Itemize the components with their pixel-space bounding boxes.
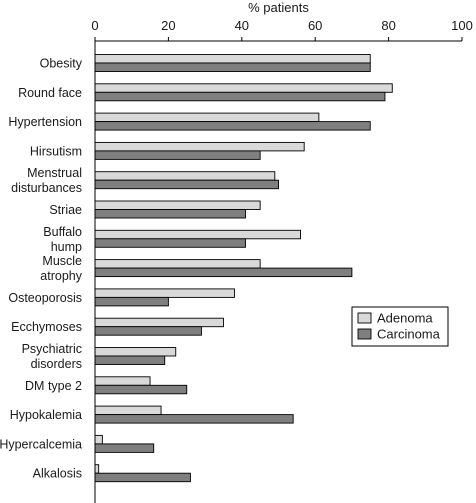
carcinoma-bar	[94, 62, 371, 72]
category-label: Hypertension	[8, 115, 82, 129]
carcinoma-bar	[94, 209, 246, 219]
adenoma-bar	[94, 229, 301, 240]
adenoma-bar	[94, 200, 261, 210]
carcinoma-bar	[94, 326, 202, 336]
category-label: Ecchymoses	[11, 320, 82, 334]
x-tick-label: 0	[91, 18, 98, 33]
adenoma-bar	[94, 464, 100, 474]
legend-box	[351, 306, 449, 347]
legend-label: Carcinoma	[377, 327, 441, 342]
adenoma-bar	[94, 376, 151, 386]
category-label: Buffalo	[43, 225, 82, 239]
category-label: Psychiatric	[22, 342, 82, 356]
category-label: disorders	[31, 357, 82, 371]
adenoma-bar	[94, 54, 371, 64]
adenoma-bar	[94, 141, 305, 152]
category-label: Alkalosis	[33, 467, 82, 481]
category-label: Osteoporosis	[8, 291, 82, 305]
x-tick-label: 80	[381, 18, 395, 33]
adenoma-bar	[94, 171, 276, 181]
x-tick-label: 60	[308, 18, 322, 33]
carcinoma-bar	[94, 121, 371, 131]
category-label: Hirsutism	[30, 144, 82, 158]
adenoma-bar	[94, 288, 235, 298]
adenoma-bar	[94, 259, 261, 269]
category-label: Menstrual	[27, 166, 82, 180]
legend-swatch	[357, 312, 372, 324]
category-label: Obesity	[40, 57, 83, 71]
carcinoma-bar	[94, 150, 261, 160]
category-label: Striae	[49, 203, 82, 217]
x-tick-label: 100	[451, 18, 473, 33]
carcinoma-bar	[94, 472, 191, 483]
carcinoma-bar	[94, 443, 155, 453]
carcinoma-bar	[94, 91, 386, 102]
category-label: Round face	[18, 86, 82, 100]
legend-label: Adenoma	[377, 311, 433, 326]
carcinoma-bar	[94, 267, 353, 278]
adenoma-bar	[94, 317, 224, 328]
category-label: Hypokalemia	[10, 408, 82, 422]
adenoma-bar	[94, 434, 103, 445]
adenoma-bar	[94, 112, 320, 123]
category-label: disturbances	[11, 181, 82, 195]
bars	[94, 54, 393, 483]
carcinoma-bar	[94, 179, 279, 190]
category-label: hump	[51, 240, 82, 254]
x-axis-ticks: 0 20 40 60 80 100	[91, 18, 473, 41]
category-label: atrophy	[40, 269, 82, 283]
category-label: Muscle	[42, 254, 82, 268]
carcinoma-bar	[94, 414, 294, 424]
category-label: Hypercalcemia	[0, 437, 82, 451]
x-tick-label: 20	[161, 18, 175, 33]
adenoma-bar	[94, 83, 393, 93]
carcinoma-bar	[94, 296, 169, 307]
category-label: DM type 2	[25, 379, 82, 393]
adenoma-bar	[94, 347, 177, 357]
carcinoma-bar	[94, 355, 166, 365]
adenoma-bar	[94, 405, 162, 416]
x-axis-title: % patients	[248, 0, 309, 15]
carcinoma-bar	[94, 384, 188, 395]
x-tick-label: 40	[235, 18, 249, 33]
category-labels: Obesity Round face Hypertension Hirsutism Me…	[0, 57, 83, 481]
axes	[94, 40, 462, 503]
carcinoma-bar	[94, 238, 246, 248]
legend-swatch	[357, 328, 372, 340]
